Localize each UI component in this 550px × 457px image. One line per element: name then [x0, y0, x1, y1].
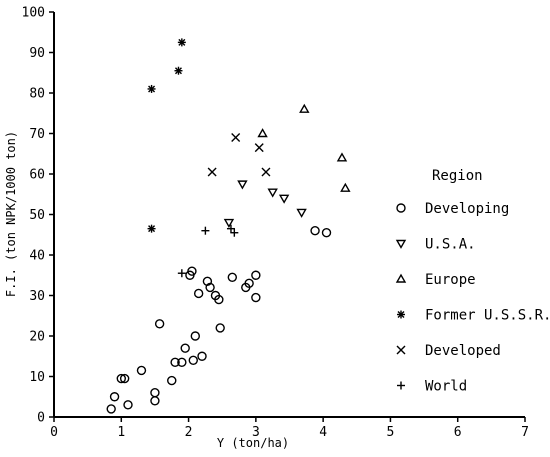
data-point [227, 272, 238, 282]
data-point [336, 152, 348, 162]
y-tick-label: 20 [29, 330, 45, 345]
legend-label: Former U.S.S.R. [425, 308, 550, 324]
x-tick-label: 7 [521, 425, 529, 440]
data-point [340, 182, 351, 192]
data-point [109, 392, 120, 402]
data-point [177, 38, 186, 47]
data-point [237, 180, 248, 190]
series-developing [106, 225, 332, 414]
data-point [147, 84, 156, 93]
series-former-u-s-s-r [147, 38, 186, 233]
y-tick-label: 40 [29, 249, 45, 264]
data-point [299, 103, 310, 113]
y-tick-label: 0 [37, 411, 45, 426]
data-point [154, 319, 165, 329]
legend-label: Developing [425, 201, 509, 217]
data-point [119, 373, 130, 384]
data-point [147, 224, 156, 233]
data-point [150, 396, 160, 406]
data-point [116, 373, 126, 384]
data-point [174, 66, 183, 75]
data-point [207, 167, 217, 177]
legend-label: Europe [425, 272, 476, 288]
x-tick-label: 3 [252, 425, 260, 440]
data-point [201, 226, 210, 235]
y-axis-label: F.I. (ton NPK/1000 ton) [4, 131, 18, 297]
data-point [296, 208, 307, 218]
data-point [202, 276, 213, 287]
data-point [267, 188, 278, 198]
legend-marker [397, 381, 405, 390]
x-tick-label: 4 [319, 425, 327, 440]
x-axis-label: Y (ton/ha) [217, 436, 289, 450]
legend-label: Developed [425, 343, 501, 359]
data-point [321, 228, 332, 238]
data-point [150, 388, 160, 398]
data-point [214, 294, 224, 305]
x-tick-label: 0 [50, 425, 58, 440]
data-point [106, 404, 116, 414]
legend-label: U.S.A. [425, 237, 476, 253]
y-tick-label: 100 [22, 6, 45, 21]
x-tick-label: 1 [117, 425, 125, 440]
data-point [254, 143, 264, 153]
legend-label: World [425, 379, 467, 395]
data-point [190, 331, 201, 341]
y-tick-label: 60 [29, 168, 45, 183]
y-tick-label: 50 [29, 208, 45, 223]
data-point [223, 218, 235, 229]
y-tick-label: 30 [29, 289, 45, 304]
data-point [226, 224, 235, 233]
data-point [177, 357, 187, 368]
data-point [188, 355, 198, 365]
x-tick-label: 6 [454, 425, 462, 440]
data-point [205, 282, 215, 293]
data-point [167, 375, 177, 386]
data-point [251, 270, 261, 280]
legend-marker [396, 203, 406, 213]
legend-marker [395, 239, 407, 249]
data-point [257, 128, 268, 138]
x-tick-label: 5 [387, 425, 395, 440]
y-tick-label: 90 [29, 46, 45, 61]
legend-marker [396, 345, 406, 355]
data-point [180, 343, 190, 353]
series-europe [257, 103, 351, 192]
data-point [123, 400, 133, 410]
series-u-s-a [223, 180, 307, 229]
legend-items: Developing U.S.A. Europe Former U.S.S.R. Dev… [395, 201, 550, 395]
data-point [251, 292, 261, 303]
data-point [136, 365, 147, 376]
data-point [278, 194, 290, 204]
data-point [231, 133, 241, 143]
data-point [261, 167, 271, 177]
legend-marker [397, 310, 405, 319]
y-tick-label: 70 [29, 127, 45, 142]
data-point [197, 351, 207, 361]
data-points [106, 38, 351, 414]
data-point [187, 266, 197, 276]
legend-marker [395, 273, 407, 283]
y-tick-label: 80 [29, 87, 45, 102]
data-point [244, 278, 254, 289]
legend: Region Developing U.S.A. Europe Former U.S.… [395, 168, 550, 395]
x-tick-label: 2 [185, 425, 193, 440]
data-point [215, 323, 225, 333]
y-tick-label: 10 [29, 370, 45, 385]
data-point [177, 269, 186, 278]
data-point [310, 225, 320, 236]
data-point [230, 228, 239, 237]
data-point [170, 357, 180, 368]
legend-title: Region [432, 168, 483, 184]
data-point [193, 288, 204, 299]
series-developed [207, 133, 271, 177]
series-world [177, 224, 239, 278]
